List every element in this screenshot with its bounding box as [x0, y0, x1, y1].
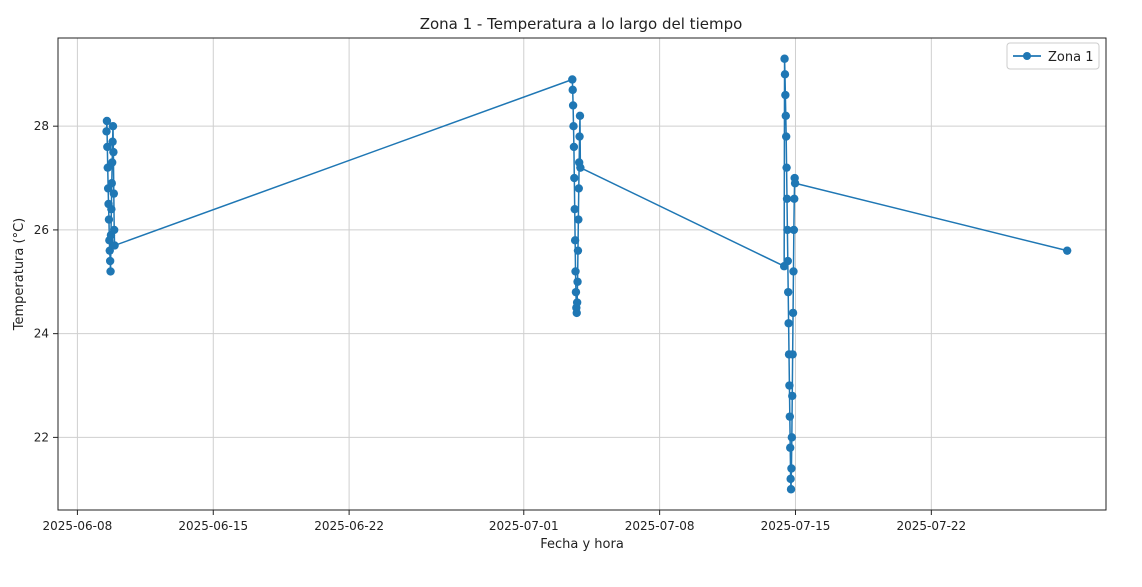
- data-point: [570, 173, 579, 183]
- x-tick-label: 2025-06-15: [178, 519, 248, 533]
- data-point: [570, 236, 580, 245]
- data-point: [102, 116, 112, 126]
- y-tick-label: 28: [34, 119, 49, 133]
- data-point: [783, 256, 792, 266]
- data-point: [780, 54, 789, 63]
- data-point: [781, 111, 790, 121]
- data-point: [106, 267, 115, 276]
- x-tick-label: 2025-07-22: [896, 519, 966, 533]
- x-tick-label: 2025-07-15: [761, 519, 831, 533]
- data-point: [788, 391, 797, 401]
- x-tick-label: 2025-07-08: [625, 519, 695, 533]
- data-point: [780, 70, 790, 79]
- data-point: [109, 147, 118, 157]
- data-point: [108, 121, 118, 131]
- data-point: [789, 267, 798, 276]
- data-point: [108, 137, 117, 146]
- data-point: [785, 381, 794, 390]
- data-point: [109, 189, 119, 198]
- data-point: [786, 443, 795, 452]
- legend: Zona 1: [1006, 42, 1100, 70]
- x-axis-label: Fecha y hora: [540, 537, 624, 552]
- data-point: [105, 256, 115, 266]
- y-axis-ticks: 22 24 26 28: [34, 119, 58, 444]
- data-point: [790, 194, 799, 203]
- data-point: [569, 121, 578, 131]
- data-point: [570, 204, 579, 214]
- data-point: [569, 142, 579, 152]
- data-point: [575, 132, 584, 141]
- x-axis-ticks: 2025-06-08 2025-06-15 2025-06-22 2025-07-01…: [43, 510, 966, 533]
- data-point: [784, 319, 793, 328]
- legend-marker: [1023, 52, 1031, 60]
- series-layer: [102, 54, 1072, 494]
- data-point: [572, 298, 582, 307]
- data-point: [104, 215, 114, 224]
- y-tick-label: 22: [34, 430, 49, 444]
- data-point: [107, 158, 117, 167]
- data-point: [573, 277, 582, 286]
- data-point: [571, 267, 580, 276]
- data-point: [781, 132, 791, 141]
- data-point: [1062, 246, 1072, 255]
- data-point: [574, 215, 583, 224]
- data-point: [782, 194, 792, 203]
- data-point: [571, 287, 581, 297]
- y-axis-label: Temperatura (°C): [12, 218, 27, 331]
- data-point: [788, 350, 797, 359]
- data-point: [568, 101, 578, 110]
- legend-box: [1006, 42, 1100, 70]
- data-point: [787, 433, 797, 442]
- data-point: [790, 179, 800, 188]
- data-point: [107, 204, 116, 214]
- data-point: [788, 308, 798, 318]
- x-tick-label: 2025-06-08: [43, 519, 113, 533]
- y-tick-label: 26: [34, 223, 49, 237]
- data-point: [784, 287, 793, 297]
- data-point: [574, 184, 583, 193]
- data-point: [102, 127, 111, 136]
- x-tick-label: 2025-07-01: [489, 519, 559, 533]
- data-point: [107, 179, 116, 188]
- data-point: [568, 75, 577, 84]
- data-point: [787, 464, 796, 473]
- legend-label: Zona 1: [1048, 50, 1093, 65]
- data-point: [103, 142, 112, 152]
- data-point: [782, 163, 791, 172]
- data-point: [575, 111, 585, 121]
- data-point: [786, 474, 795, 484]
- data-point: [781, 90, 790, 100]
- data-point: [573, 246, 583, 255]
- data-point: [785, 412, 795, 421]
- data-point: [110, 241, 119, 250]
- series-line: [105, 58, 1068, 490]
- x-tick-label: 2025-06-22: [314, 519, 384, 533]
- data-point: [783, 225, 792, 235]
- y-tick-label: 24: [34, 327, 49, 341]
- data-point: [786, 485, 796, 494]
- grid-lines: [58, 38, 1106, 510]
- data-point: [568, 85, 577, 95]
- plot-frame: [57, 37, 1107, 511]
- data-point: [572, 308, 581, 318]
- data-point: [576, 163, 585, 172]
- chart-title: Zona 1 - Temperatura a lo largo del tiem…: [420, 15, 743, 33]
- data-point: [789, 225, 799, 235]
- data-point: [110, 225, 119, 235]
